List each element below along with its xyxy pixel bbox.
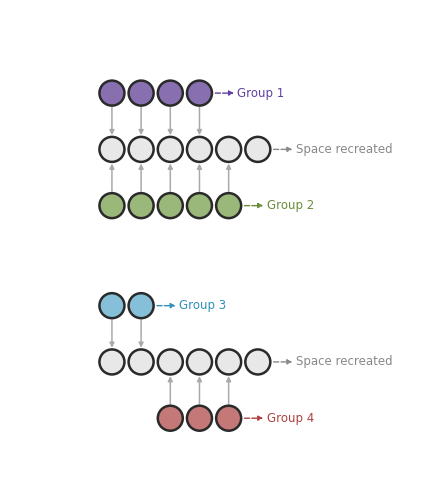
Circle shape	[158, 81, 183, 106]
Circle shape	[216, 406, 241, 431]
Text: Group 4: Group 4	[267, 412, 314, 425]
Circle shape	[129, 193, 154, 218]
Circle shape	[158, 350, 183, 374]
Circle shape	[158, 137, 183, 162]
Circle shape	[99, 137, 124, 162]
Circle shape	[129, 137, 154, 162]
Text: Group 2: Group 2	[267, 199, 314, 212]
Circle shape	[245, 137, 270, 162]
Circle shape	[158, 406, 183, 431]
Circle shape	[129, 81, 154, 106]
Circle shape	[187, 81, 212, 106]
Circle shape	[99, 293, 124, 318]
Text: Group 1: Group 1	[237, 87, 285, 100]
Text: Space recreated: Space recreated	[296, 356, 392, 369]
Circle shape	[216, 350, 241, 374]
Circle shape	[129, 350, 154, 374]
Circle shape	[216, 137, 241, 162]
Circle shape	[99, 193, 124, 218]
Circle shape	[99, 81, 124, 106]
Circle shape	[187, 406, 212, 431]
Circle shape	[187, 193, 212, 218]
Circle shape	[129, 293, 154, 318]
Circle shape	[99, 350, 124, 374]
Circle shape	[216, 193, 241, 218]
Circle shape	[158, 193, 183, 218]
Text: Group 3: Group 3	[179, 299, 226, 312]
Circle shape	[245, 350, 270, 374]
Text: Space recreated: Space recreated	[296, 143, 392, 156]
Circle shape	[187, 350, 212, 374]
Circle shape	[187, 137, 212, 162]
